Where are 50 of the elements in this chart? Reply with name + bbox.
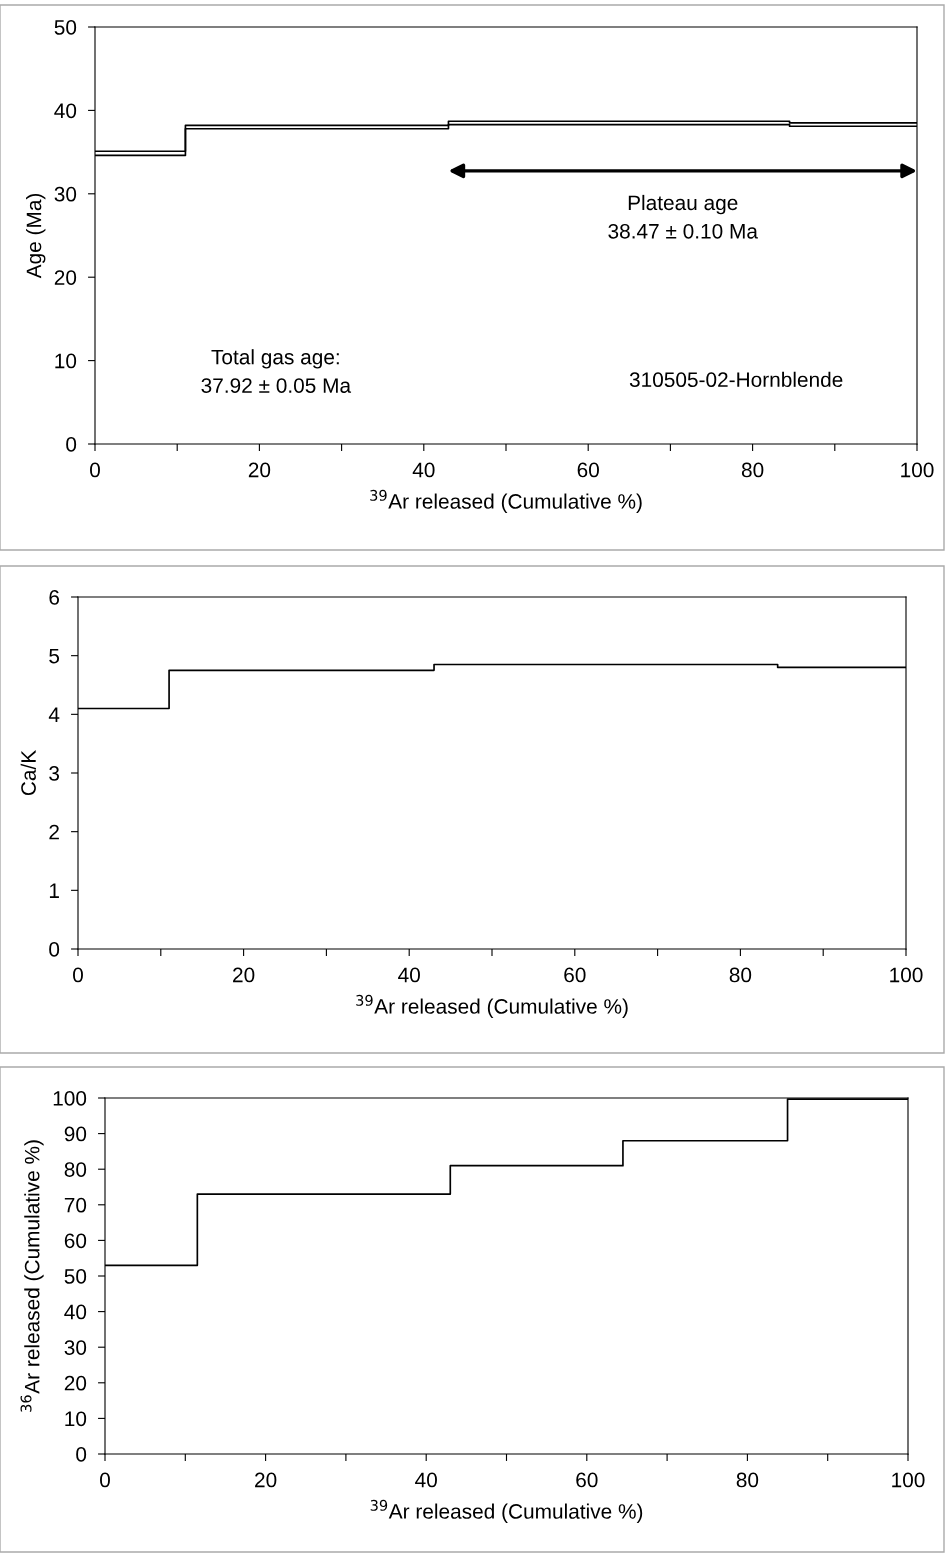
y-tick-label: 0 [49, 942, 60, 957]
y-axis-title: $^{36}$Ar released (Cumulative %) [20, 1140, 44, 1412]
x-tick-label: 40 [412, 462, 435, 478]
annotation: Plateau age 38.47 ± 0.10 Ma [608, 194, 758, 239]
y-tick-label: 0 [66, 437, 77, 452]
x-tick-label: 20 [248, 462, 271, 478]
x-tick-label: 80 [736, 1472, 759, 1488]
y-tick-label: 40 [64, 1304, 87, 1320]
x-tick-label: 40 [415, 1472, 437, 1488]
y-tick-label: 6 [49, 590, 60, 605]
x-tick-label: 0 [90, 462, 100, 478]
y-tick-label: 30 [64, 1340, 87, 1355]
annotation: 310505-02-Hornblende [629, 371, 843, 388]
y-tick-label: 80 [64, 1162, 87, 1177]
x-tick-label: 100 [901, 462, 934, 478]
x-axis-title: $^{39}$Ar released (Cumulative %) [370, 1499, 643, 1523]
y-tick-label: 40 [54, 103, 77, 119]
x-tick-label: 60 [564, 967, 586, 983]
y-axis-title: Ca/K [20, 750, 36, 796]
y-tick-label: 1 [49, 883, 59, 898]
y-tick-label: 4 [48, 707, 60, 722]
y-tick-label: 60 [64, 1233, 87, 1249]
y-axis-title: Age (Ma) [26, 193, 46, 279]
y-tick-label: 20 [54, 270, 77, 285]
y-tick-label: 90 [64, 1126, 87, 1142]
annotation: Total gas age: 37.92 ± 0.05 Ma [201, 349, 352, 393]
x-tick-label: 20 [233, 967, 255, 983]
y-tick-label: 30 [54, 186, 77, 202]
y-tick-label: 70 [64, 1197, 87, 1213]
y-tick-label: 10 [55, 353, 77, 369]
y-tick-label: 5 [49, 648, 60, 664]
x-tick-label: 80 [741, 462, 764, 478]
y-tick-label: 0 [76, 1447, 87, 1462]
y-tick-label: 50 [64, 1269, 87, 1284]
y-tick-label: 2 [49, 824, 59, 840]
y-tick-label: 3 [49, 766, 60, 781]
x-tick-label: 100 [892, 1472, 925, 1488]
x-tick-label: 20 [255, 1472, 277, 1488]
x-tick-label: 60 [577, 462, 599, 478]
x-tick-label: 40 [398, 967, 420, 983]
x-axis-title: $^{39}$Ar released (Cumulative %) [356, 994, 628, 1018]
x-tick-label: 0 [100, 1472, 110, 1488]
x-tick-label: 100 [890, 967, 923, 983]
y-tick-label: 20 [64, 1375, 87, 1391]
x-axis-title: $^{39}$Ar released (Cumulative %) [370, 489, 642, 513]
y-tick-label: 100 [53, 1091, 87, 1106]
y-tick-label: 50 [54, 20, 77, 35]
x-tick-label: 60 [576, 1472, 598, 1488]
y-tick-label: 10 [65, 1411, 87, 1427]
x-tick-label: 80 [729, 967, 752, 983]
